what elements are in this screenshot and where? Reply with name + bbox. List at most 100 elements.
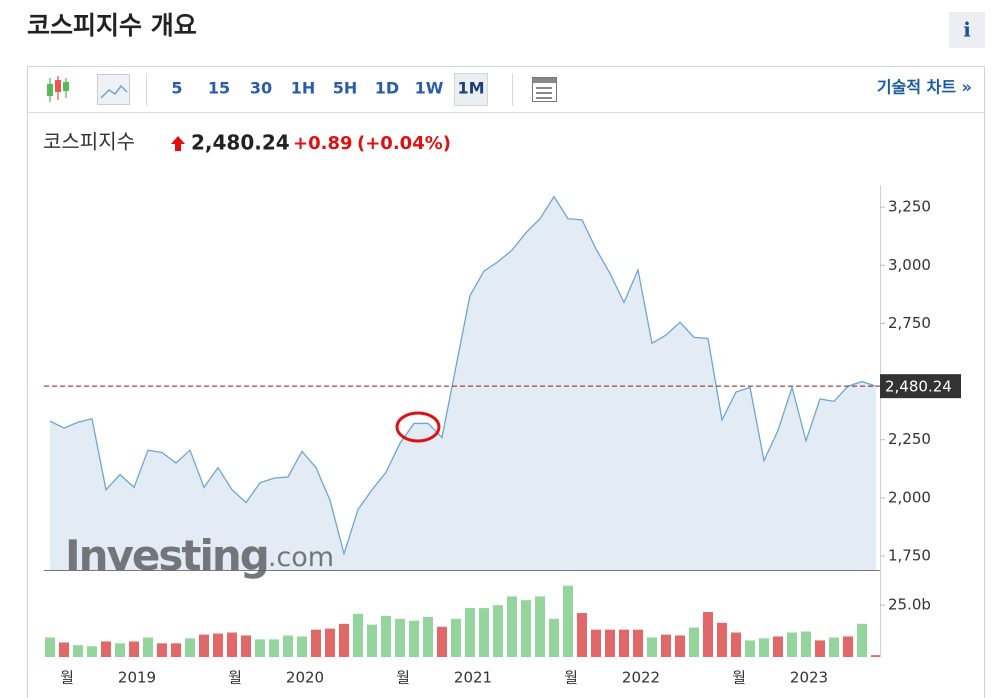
volume-bar: [311, 629, 321, 657]
table-icon[interactable]: [532, 77, 557, 102]
price-line: [49, 195, 877, 557]
volume-tick-label: 25.0b: [888, 596, 931, 614]
quote-name: 코스피지수: [43, 130, 135, 154]
volume-bar: [227, 632, 237, 657]
technical-chart-link[interactable]: 기술적 차트 »: [877, 78, 972, 97]
volume-bar: [325, 628, 335, 657]
x-tick-label: 2022: [622, 669, 660, 687]
volume-bar: [549, 618, 559, 657]
interval-button[interactable]: 1M: [457, 79, 484, 98]
volume-bar: [633, 629, 643, 657]
volume-bar: [465, 608, 475, 657]
volume-bar: [815, 640, 825, 657]
volume-bar: [241, 635, 251, 657]
volume-bar: [101, 641, 111, 657]
volume-bar: [73, 645, 83, 657]
interval-button[interactable]: 15: [208, 79, 230, 98]
x-tick-label: 2023: [790, 669, 828, 687]
x-tick-label: 월: [564, 669, 578, 687]
volume-bar: [115, 643, 125, 657]
volume-bar: [87, 646, 97, 657]
volume-bar: [493, 605, 503, 657]
volume-bar: [157, 643, 167, 657]
y-tick-label: 2,250: [888, 430, 931, 448]
interval-button[interactable]: 1W: [415, 79, 444, 98]
info-button[interactable]: [949, 12, 985, 48]
interval-button[interactable]: 1H: [291, 79, 316, 98]
volume-bar: [59, 642, 69, 657]
info-icon[interactable]: i: [963, 18, 971, 42]
volume-bar: [255, 639, 265, 657]
volume-bar: [479, 608, 489, 657]
volume-bar: [675, 635, 685, 657]
volume-bar: [703, 612, 713, 657]
y-tick-label: 3,250: [888, 198, 931, 216]
volume-bar: [535, 596, 545, 657]
page-title: 코스피지수 개요: [27, 11, 197, 40]
last-price-tag: [880, 374, 961, 399]
volume-bar: [829, 637, 839, 657]
y-tick-label: 3,000: [888, 256, 931, 274]
volume-bar: [395, 618, 405, 657]
volume-bar: [423, 616, 433, 657]
volume-bar: [437, 626, 447, 657]
x-tick-label: 월: [732, 669, 746, 687]
volume-bar: [213, 633, 223, 657]
volume-bar: [577, 613, 587, 657]
volume-bar: [857, 623, 867, 657]
watermark-brand: Investing: [65, 531, 268, 580]
volume-bar: [297, 636, 307, 657]
interval-button[interactable]: 5H: [333, 79, 358, 98]
volume-bar: [339, 623, 349, 657]
y-tick-label: 1,750: [888, 547, 931, 565]
volume-bar: [605, 629, 615, 657]
candle-icon[interactable]: [47, 76, 69, 102]
x-tick-label: 2021: [454, 669, 492, 687]
interval-button[interactable]: 5: [171, 79, 182, 98]
interval-button[interactable]: 1D: [375, 79, 399, 98]
volume-bar: [731, 632, 741, 657]
volume-bar: [745, 640, 755, 657]
volume-bar: [591, 629, 601, 657]
volume-bar: [45, 637, 55, 657]
volume-bar: [689, 627, 699, 657]
volume-bar: [521, 600, 531, 657]
volume-bar: [381, 615, 391, 657]
volume-bar: [787, 632, 797, 657]
volume-bar: [619, 629, 629, 657]
volume-bar: [199, 634, 209, 657]
up-arrow: [171, 136, 185, 151]
x-tick-label: 월: [60, 669, 74, 687]
y-tick-label: 2,750: [888, 314, 931, 332]
volume-bar: [171, 643, 181, 657]
quote-change: +0.89: [293, 133, 353, 154]
x-tick-label: 2019: [118, 669, 156, 687]
volume-bar: [185, 638, 195, 657]
interval-button[interactable]: 30: [250, 79, 272, 98]
volume-bar: [451, 618, 461, 657]
volume-bar: [283, 635, 293, 657]
volume-bar: [269, 639, 279, 657]
volume-bar: [409, 620, 419, 657]
y-tick-label: 2,000: [888, 488, 931, 506]
interval-active-bg[interactable]: [454, 73, 488, 106]
volume-bar: [563, 585, 573, 657]
x-tick-label: 2020: [286, 669, 324, 687]
highlight-circle: [395, 411, 441, 443]
quote-change-pct: (+0.04%): [357, 133, 451, 154]
volume-bar: [143, 637, 153, 657]
volume-bar: [801, 631, 811, 657]
volume-bar: [507, 596, 517, 657]
line-icon-stroke: [100, 84, 128, 99]
volume-bar: [367, 624, 377, 657]
volume-bar: [661, 634, 671, 657]
x-tick-label: 월: [228, 669, 242, 687]
volume-bar: [843, 636, 853, 657]
watermark: Investing.com: [65, 531, 334, 580]
x-tick-label: 월: [396, 669, 410, 687]
volume-bar: [353, 613, 363, 657]
widget-frame: [27, 66, 985, 698]
volume-bar: [129, 641, 139, 657]
volume-bar: [773, 636, 783, 657]
volume-bar: [647, 637, 657, 657]
